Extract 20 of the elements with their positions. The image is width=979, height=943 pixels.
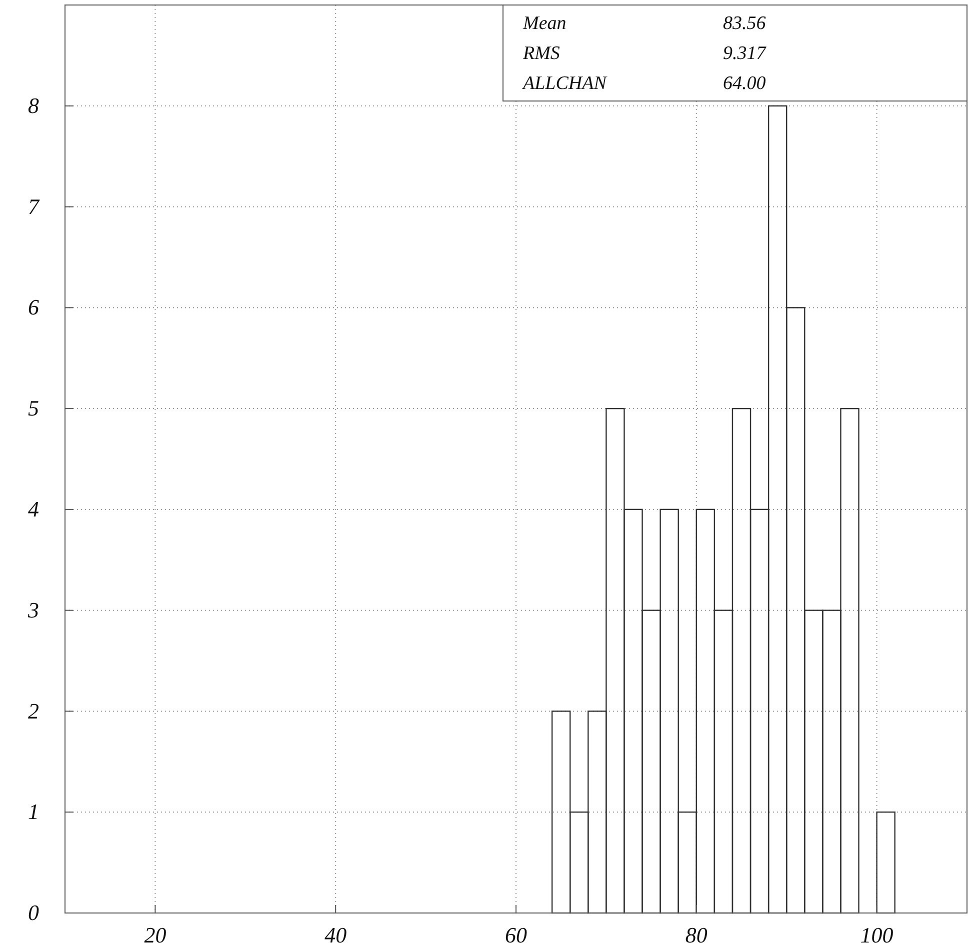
annotation: Mean	[522, 13, 566, 34]
annotation: 64.00	[723, 73, 766, 94]
annotation: 83.56	[723, 13, 766, 34]
annotation: RMS	[522, 43, 560, 64]
y-tick-label: 4	[28, 496, 39, 522]
x-tick-label: 60	[505, 922, 527, 943]
x-tick-label: 40	[324, 922, 347, 943]
x-tick-label: 80	[685, 922, 708, 943]
y-tick-label: 7	[28, 194, 40, 219]
annotation: ALLCHAN	[521, 73, 608, 94]
y-tick-label: 5	[28, 396, 39, 421]
y-tick-label: 1	[28, 799, 39, 824]
x-tick-label: 100	[860, 922, 894, 943]
y-tick-label: 0	[28, 900, 39, 926]
y-tick-label: 6	[28, 294, 39, 320]
annotation: 9.317	[723, 43, 768, 64]
y-tick-label: 3	[27, 597, 39, 622]
y-tick-label: 8	[28, 92, 39, 118]
y-tick-label: 2	[28, 698, 39, 724]
x-tick-label: 20	[144, 922, 166, 943]
